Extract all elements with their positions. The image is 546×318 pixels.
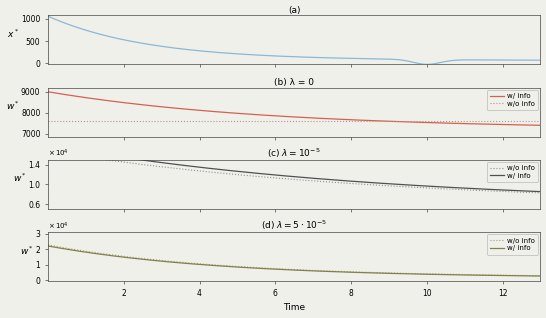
w/o info: [338, 119, 345, 122]
Title: (d) $\lambda = 5\cdot 10^{-5}$: (d) $\lambda = 5\cdot 10^{-5}$: [261, 219, 328, 232]
w/ info: [45, 143, 51, 147]
w/ info: [460, 122, 466, 126]
w/ info: [537, 123, 544, 127]
w/o info: [338, 181, 345, 185]
w/o info: [336, 269, 343, 273]
w/ info: [336, 178, 343, 182]
w/ info: [338, 270, 345, 274]
w/o info: [491, 273, 497, 277]
w/o info: [336, 181, 343, 185]
w/ info: [46, 143, 53, 147]
w/o info: [45, 149, 51, 153]
w/ info: [45, 90, 51, 94]
w/o info: [537, 119, 544, 122]
w/ info: [346, 179, 353, 183]
w/ info: [45, 244, 51, 248]
w/o info: [346, 119, 353, 122]
Legend: w/ info, w/o info: w/ info, w/o info: [487, 90, 538, 110]
Legend: w/o info, w/ info: w/o info, w/ info: [487, 234, 538, 254]
w/ info: [336, 270, 343, 274]
w/o info: [537, 191, 544, 195]
w/ info: [460, 186, 466, 190]
w/o info: [346, 182, 353, 185]
w/ info: [346, 118, 353, 121]
Y-axis label: $w^*$: $w^*$: [13, 172, 27, 184]
w/ info: [491, 273, 497, 277]
Y-axis label: $w^*$: $w^*$: [20, 244, 34, 257]
w/ info: [338, 178, 345, 182]
Title: (a): (a): [288, 5, 300, 15]
Text: $\times\,10^4$: $\times\,10^4$: [48, 220, 69, 232]
Line: w/ info: w/ info: [48, 145, 541, 192]
w/o info: [460, 273, 466, 276]
w/o info: [46, 119, 53, 122]
X-axis label: Time: Time: [283, 303, 305, 313]
w/o info: [537, 274, 544, 278]
w/ info: [338, 117, 345, 121]
Line: w/ info: w/ info: [48, 92, 541, 125]
w/ info: [491, 122, 497, 126]
w/o info: [336, 119, 343, 122]
w/o info: [491, 119, 497, 122]
Y-axis label: $x^*$: $x^*$: [7, 27, 19, 40]
w/o info: [491, 189, 497, 193]
w/ info: [537, 274, 544, 278]
w/o info: [346, 270, 353, 274]
w/ info: [491, 188, 497, 191]
Text: $\times\,10^4$: $\times\,10^4$: [48, 148, 69, 159]
w/o info: [46, 243, 53, 247]
w/ info: [537, 190, 544, 194]
Line: w/o info: w/o info: [48, 245, 541, 276]
w/o info: [460, 188, 466, 192]
w/ info: [346, 270, 353, 274]
w/ info: [336, 117, 343, 121]
w/ info: [46, 245, 53, 248]
Line: w/o info: w/o info: [48, 151, 541, 193]
w/o info: [460, 119, 466, 122]
w/o info: [46, 149, 53, 153]
Legend: w/o info, w/ info: w/o info, w/ info: [487, 162, 538, 182]
Title: (c) $\lambda = 10^{-5}$: (c) $\lambda = 10^{-5}$: [268, 147, 321, 160]
w/o info: [45, 243, 51, 247]
w/ info: [46, 90, 53, 94]
w/ info: [460, 273, 466, 277]
Y-axis label: $w^*$: $w^*$: [5, 100, 20, 112]
Line: w/ info: w/ info: [48, 246, 541, 276]
Title: (b) λ = 0: (b) λ = 0: [274, 78, 314, 87]
w/o info: [45, 119, 51, 122]
w/o info: [338, 270, 345, 273]
